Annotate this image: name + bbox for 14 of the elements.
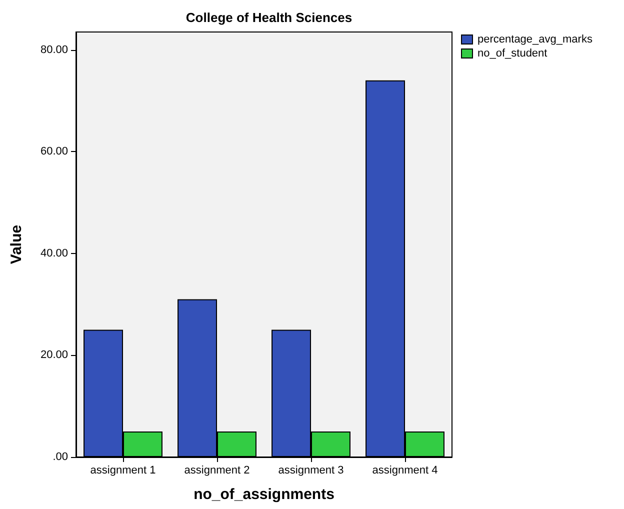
y-tick-label: 80.00 <box>40 44 68 56</box>
y-tick-label: .00 <box>52 451 68 463</box>
x-tick-label: assignment 3 <box>278 464 344 476</box>
y-tick-label: 20.00 <box>40 349 68 362</box>
x-tick-label: assignment 1 <box>90 464 156 476</box>
x-axis-title: no_of_assignments <box>194 486 334 503</box>
y-tick-label: 60.00 <box>40 146 68 158</box>
x-tick-label: assignment 4 <box>372 464 438 476</box>
chart-title: College of Health Sciences <box>186 10 352 25</box>
legend-label: no_of_student <box>478 48 548 60</box>
legend-label: percentage_avg_marks <box>478 34 593 46</box>
y-axis-title: Value <box>8 224 25 264</box>
y-tick-label: 40.00 <box>40 247 68 260</box>
x-tick-label: assignment 2 <box>184 464 250 476</box>
